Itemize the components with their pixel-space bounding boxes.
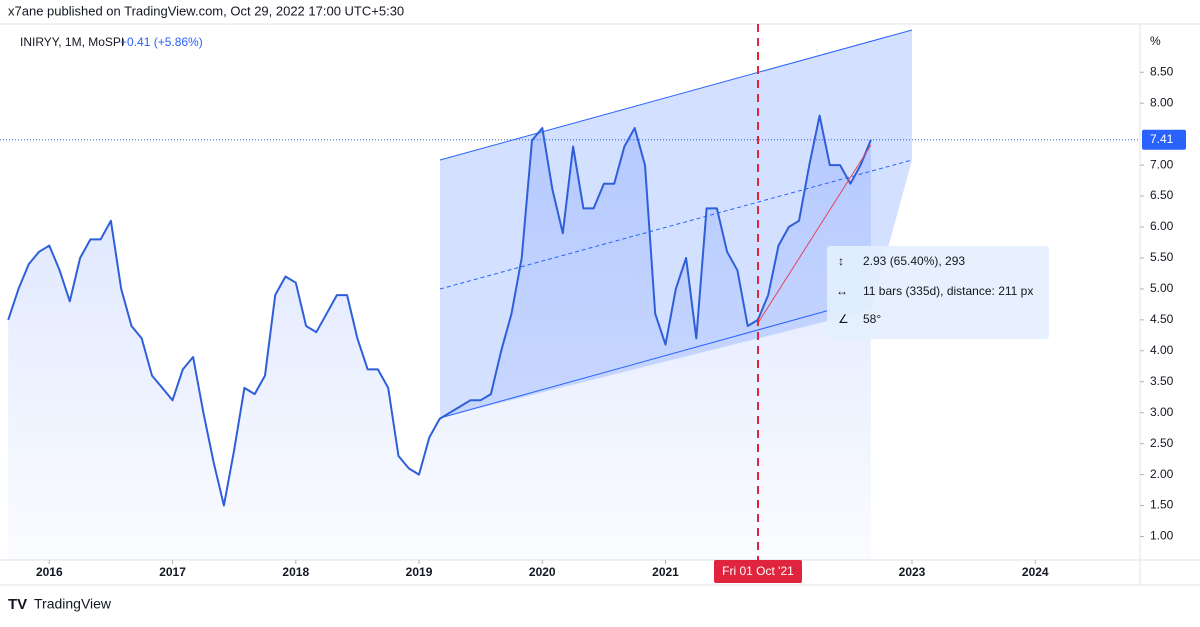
y-tick-label: 8.50 — [1150, 64, 1174, 78]
crosshair-label-box — [714, 560, 802, 583]
y-tick-label: 5.00 — [1150, 281, 1174, 295]
channel-top — [439, 29, 913, 161]
y-tick-label: 7.00 — [1150, 157, 1174, 171]
footer-logo: TV — [8, 596, 27, 613]
trend-line — [757, 144, 872, 324]
footer: TradingView — [34, 596, 112, 612]
measure-bars: 11 bars (335d), distance: 211 px — [863, 284, 1033, 298]
last-value-label: 7.41 — [1150, 132, 1174, 146]
overlays: ↕ 2.93 (65.40%), 293 ↔ 11 bars (335d), d… — [8, 24, 1161, 613]
measure-angle: 58° — [863, 312, 881, 326]
line — [7, 114, 872, 507]
crosshair-label: Fri 01 Oct '21 — [722, 564, 794, 578]
y-tick-label: 2.50 — [1150, 436, 1174, 450]
y-tick-label: 4.50 — [1150, 312, 1174, 326]
measure-icon: ↕ — [838, 254, 844, 268]
y-unit: % — [1150, 34, 1161, 48]
y-tick-label: 2.00 — [1150, 467, 1174, 481]
x-tick-label: 2024 — [1022, 565, 1049, 579]
y-tick-label: 3.50 — [1150, 374, 1174, 388]
x-tick-label: 2017 — [159, 565, 186, 579]
x-tick-label: 2016 — [36, 565, 63, 579]
x-tick-label: 2018 — [282, 565, 309, 579]
y-tick-label: 3.00 — [1150, 405, 1174, 419]
y-tick-label: 4.00 — [1150, 343, 1174, 357]
measure-price: 2.93 (65.40%), 293 — [863, 254, 965, 268]
legend-series: INIRYY, 1M, MoSPI — [20, 35, 124, 49]
last-value-box — [1142, 129, 1186, 150]
y-tick-label: 1.00 — [1150, 529, 1174, 543]
x-tick-label: 2023 — [899, 565, 926, 579]
y-tick-label: 1.50 — [1150, 498, 1174, 512]
measure-icon: ↔ — [836, 284, 848, 298]
y-tick-label: 5.50 — [1150, 250, 1174, 264]
header: x7ane published on TradingView.com, Oct … — [8, 3, 404, 18]
measure-box — [827, 246, 1049, 339]
x-tick-label: 2019 — [406, 565, 433, 579]
y-tick-label: 6.00 — [1150, 219, 1174, 233]
series-layer — [7, 114, 872, 560]
area — [8, 115, 871, 560]
x-tick-label: 2020 — [529, 565, 556, 579]
y-tick-label: 8.00 — [1150, 95, 1174, 109]
measure-icon: ∠ — [838, 312, 849, 326]
x-tick-label: 2021 — [652, 565, 679, 579]
y-tick-label: 6.50 — [1150, 188, 1174, 202]
legend-change: +0.41 (+5.86%) — [120, 35, 203, 49]
